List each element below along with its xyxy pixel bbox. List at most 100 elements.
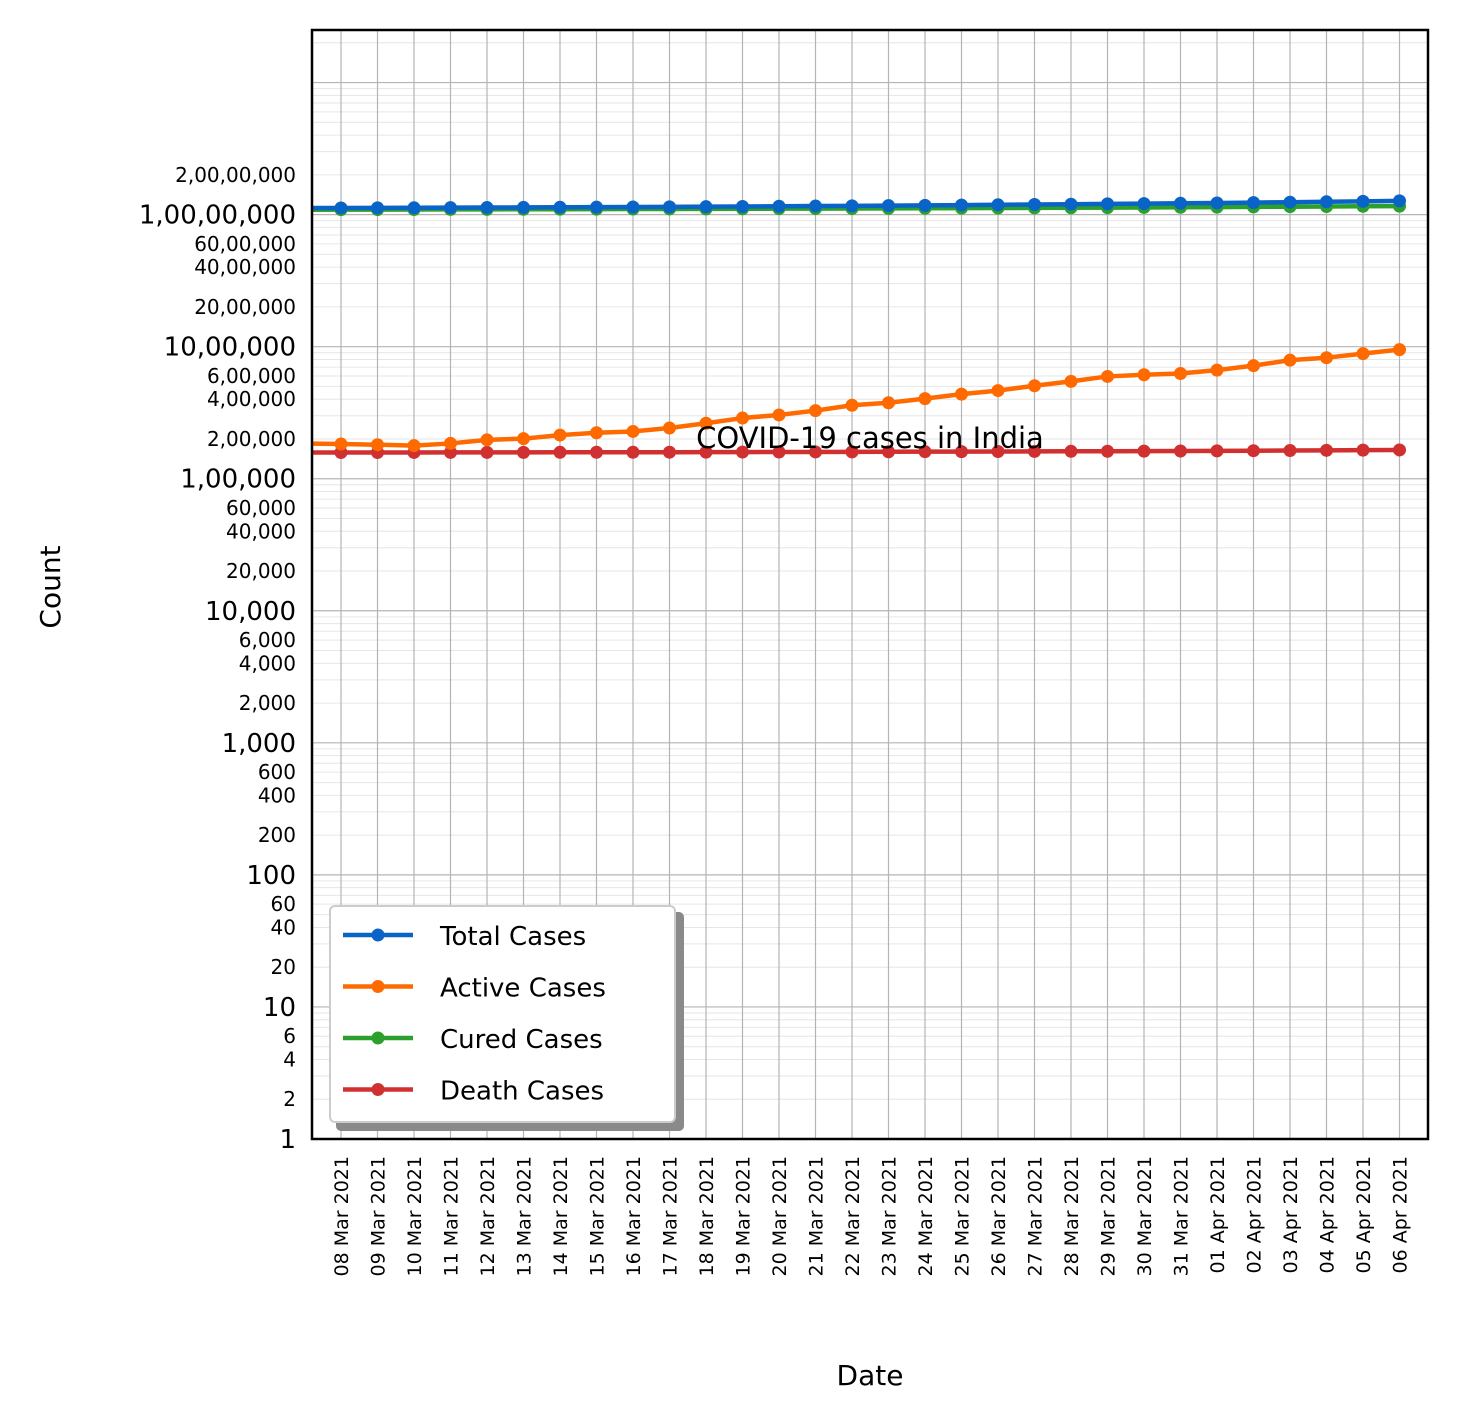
data-point [517,432,530,446]
data-point [1028,444,1041,458]
legend: Total Cases Active Cases Cured Cases Death … [329,905,684,1131]
data-point [444,436,457,450]
y-tick-labels: 1 10 100 1,000 10,000 1,00,000 10,00,000 1,00,0… [139,163,296,1155]
x-tick-label: 01 Apr 2021 [1207,1156,1229,1273]
y-tick-label-minor: 400 [258,783,296,807]
data-point [590,200,603,214]
data-point [517,445,530,459]
data-point [1210,363,1224,377]
data-point [590,426,603,440]
data-point [882,396,895,410]
y-tick-label-minor: 6 [283,1024,296,1048]
x-tick-label: 27 Mar 2021 [1025,1156,1047,1276]
data-point [918,445,932,459]
data-point [1137,444,1151,458]
x-tick-label: 06 Apr 2021 [1390,1156,1412,1273]
data-point [845,398,859,412]
y-tick-label-minor: 6,00,000 [207,364,296,388]
legend-item: Active Cases [343,974,606,1004]
chart-annotation: COVID-19 cases in India [696,421,1044,455]
legend-item: Death Cases [343,1077,604,1107]
y-tick-label-minor: 60 [271,892,296,916]
legend-item: Total Cases [343,922,586,952]
x-tick-label: 24 Mar 2021 [915,1156,937,1276]
data-point [663,200,676,214]
data-point [626,200,640,214]
x-axis-label: Date [837,1359,904,1392]
data-point [1356,443,1370,457]
x-tick-label: 03 Apr 2021 [1280,1156,1302,1273]
data-point [553,200,567,214]
data-point [1320,443,1333,457]
data-point [991,198,1005,212]
legend-box [329,905,676,1123]
y-tick-label-minor: 2 [283,1087,296,1111]
data-point [1101,444,1114,458]
data-point [1247,444,1260,458]
data-point [407,201,421,215]
x-tick-label: 18 Mar 2021 [696,1156,718,1276]
data-point [334,437,348,451]
data-point [955,445,968,459]
x-tick-label: 23 Mar 2021 [879,1156,901,1276]
data-point [1028,379,1041,393]
series-total-cases [311,194,1406,215]
data-point [699,445,713,459]
legend-swatch-marker [371,928,385,942]
legend-label: Death Cases [440,1077,604,1107]
x-tick-label: 16 Mar 2021 [623,1156,645,1276]
data-point [1174,196,1187,210]
data-point [444,201,457,215]
data-point [1393,343,1406,357]
y-tick-label-minor: 6,000 [239,628,296,652]
x-tick-label: 30 Mar 2021 [1134,1156,1156,1276]
series-layer [311,194,1406,460]
data-point [699,416,713,430]
y-tick-label-minor: 60,000 [226,496,296,520]
x-tick-label: 31 Mar 2021 [1171,1156,1193,1276]
data-point [334,201,348,215]
data-point [371,201,384,215]
data-point [444,445,457,459]
x-tick-label: 13 Mar 2021 [514,1156,536,1276]
data-point [955,387,968,401]
data-point [1356,194,1370,208]
data-point [736,199,749,213]
data-point [918,198,932,212]
series-active-cases [311,343,1406,453]
x-tick-label: 25 Mar 2021 [952,1156,974,1276]
data-point [663,445,676,459]
x-tick-labels: 08 Mar 2021 09 Mar 2021 10 Mar 2021 11 Mar … [331,1156,1412,1276]
data-point [1320,351,1333,365]
data-point [772,408,786,422]
data-point [553,428,567,442]
data-point [553,445,567,459]
data-point [1101,197,1114,211]
data-point [1247,196,1260,210]
data-point [736,411,749,425]
data-point [1064,444,1078,458]
data-point [1174,444,1187,458]
data-point [955,198,968,212]
data-point [882,199,895,213]
data-point [882,445,895,459]
y-tick-label-major: 100 [246,861,296,891]
legend-label: Total Cases [439,922,586,952]
data-point [480,201,494,215]
data-point [809,199,822,213]
data-point [590,445,603,459]
x-tick-label: 04 Apr 2021 [1317,1156,1339,1273]
data-point [1283,195,1297,209]
y-tick-label-major: 10,000 [205,597,296,627]
y-tick-label-major: 10,00,000 [164,333,296,363]
data-point [845,445,859,459]
series-death-cases [311,443,1406,460]
x-tick-label: 05 Apr 2021 [1353,1156,1375,1273]
legend-label: Cured Cases [440,1025,603,1055]
data-point [626,445,640,459]
y-tick-label-major: 1,00,000 [180,465,296,495]
y-axis-label: Count [34,545,67,628]
data-point [845,199,859,213]
